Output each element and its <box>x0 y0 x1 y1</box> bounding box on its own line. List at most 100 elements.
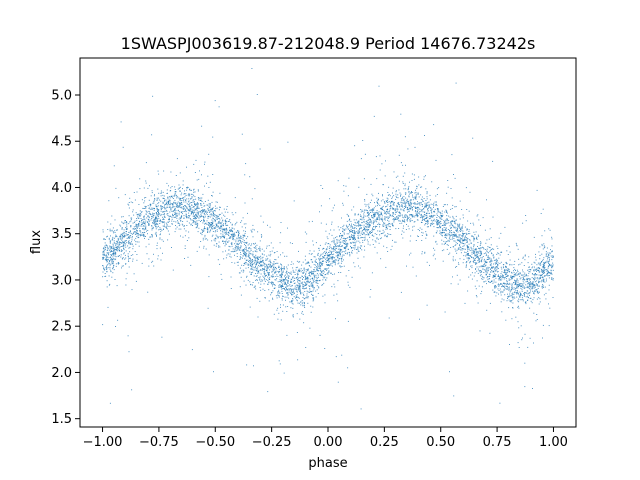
data-point <box>445 241 447 243</box>
data-point <box>379 238 381 240</box>
data-point <box>420 216 422 218</box>
data-point <box>345 250 347 252</box>
data-point <box>124 254 126 256</box>
data-point <box>375 219 377 221</box>
data-point <box>427 220 429 222</box>
data-point <box>106 250 108 251</box>
data-point <box>132 202 134 204</box>
data-point <box>288 288 290 290</box>
data-point <box>136 225 138 227</box>
data-point <box>119 236 121 238</box>
data-point <box>363 237 365 239</box>
data-point <box>494 286 495 288</box>
data-point <box>337 255 339 257</box>
data-point <box>533 342 534 344</box>
data-point <box>338 241 340 243</box>
data-point <box>215 219 216 221</box>
data-point <box>455 242 457 244</box>
data-point <box>172 213 173 215</box>
data-point <box>166 224 168 226</box>
data-point <box>380 258 382 260</box>
data-point <box>138 223 140 225</box>
data-point <box>260 283 262 285</box>
data-point <box>369 209 371 211</box>
data-point <box>155 212 157 214</box>
data-point <box>188 222 190 224</box>
data-point <box>175 194 177 196</box>
data-point <box>282 285 284 287</box>
data-point <box>113 248 115 250</box>
data-point <box>337 255 339 256</box>
data-point <box>248 252 250 254</box>
data-point <box>120 246 122 247</box>
data-point <box>151 261 153 263</box>
data-point <box>441 215 443 217</box>
data-point <box>483 248 485 250</box>
data-point <box>201 210 203 212</box>
data-point <box>274 284 276 286</box>
data-point <box>398 202 400 204</box>
data-point <box>175 228 177 230</box>
data-point <box>552 255 554 257</box>
data-point <box>465 239 467 241</box>
data-point <box>286 296 288 298</box>
data-point <box>368 222 370 224</box>
data-point <box>411 173 413 175</box>
data-point <box>485 270 487 272</box>
data-point <box>319 258 321 260</box>
data-point <box>551 273 552 275</box>
data-point <box>499 277 501 279</box>
data-point <box>130 235 132 237</box>
data-point <box>194 215 196 217</box>
data-point <box>402 164 404 166</box>
data-point <box>400 198 402 200</box>
data-point <box>310 311 312 313</box>
data-point <box>337 300 339 302</box>
data-point <box>325 223 327 225</box>
data-point <box>402 216 404 218</box>
data-point <box>313 271 315 273</box>
data-point <box>196 250 198 252</box>
data-point <box>447 212 448 214</box>
data-point <box>260 264 262 265</box>
data-point <box>487 270 489 272</box>
data-point <box>211 208 213 210</box>
data-point <box>273 276 275 278</box>
data-point <box>320 274 322 276</box>
data-point <box>335 251 337 253</box>
data-point <box>352 231 353 233</box>
data-point <box>468 210 470 212</box>
data-point <box>224 235 226 237</box>
data-point <box>377 213 379 215</box>
data-point <box>162 206 164 208</box>
data-point <box>355 219 357 221</box>
data-point <box>241 220 243 222</box>
data-point <box>329 250 331 252</box>
data-point <box>270 292 272 294</box>
data-point <box>507 268 509 270</box>
data-point <box>361 230 363 231</box>
data-point <box>343 185 345 187</box>
data-point <box>341 217 342 219</box>
data-point <box>288 272 290 273</box>
data-point <box>230 222 232 224</box>
data-point <box>280 319 282 321</box>
data-point <box>346 244 348 246</box>
data-point <box>395 198 397 200</box>
data-point <box>504 269 506 270</box>
data-point <box>246 275 248 277</box>
data-point <box>118 248 120 250</box>
data-point <box>466 229 468 231</box>
data-point <box>229 237 231 239</box>
data-point <box>473 244 475 246</box>
data-point <box>251 261 253 263</box>
data-point <box>110 247 112 249</box>
data-point <box>196 206 198 208</box>
data-point <box>169 204 170 206</box>
data-point <box>410 220 412 222</box>
data-point <box>303 269 305 271</box>
data-point <box>364 199 366 200</box>
data-point <box>369 231 371 233</box>
data-point <box>410 203 412 205</box>
data-point <box>178 187 180 189</box>
